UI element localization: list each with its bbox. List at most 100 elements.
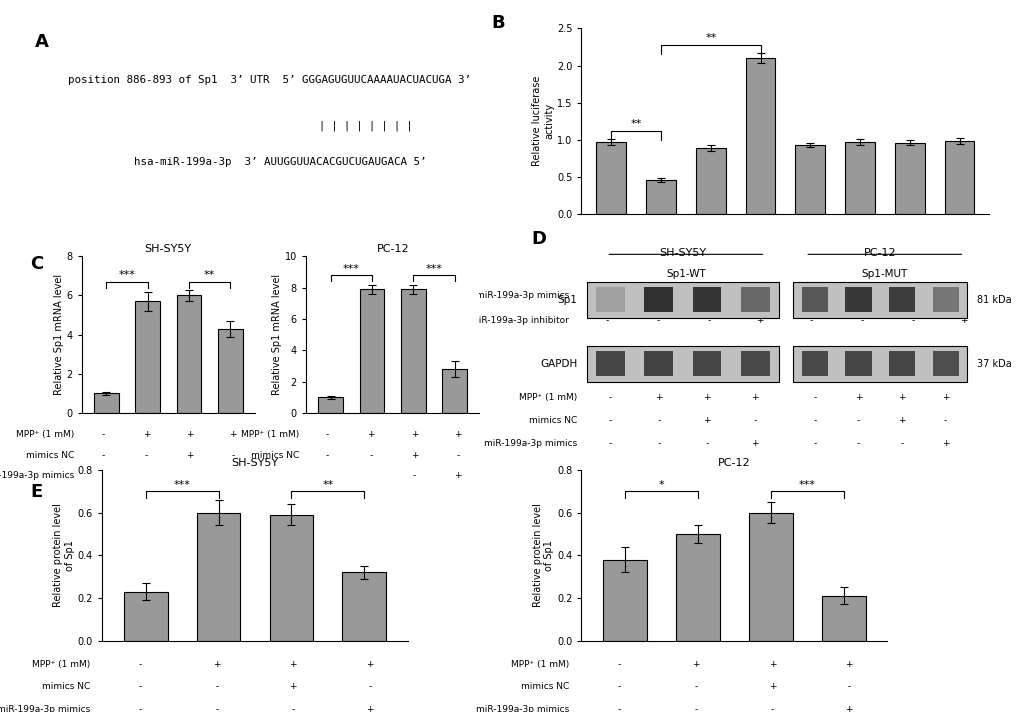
Text: -: - <box>847 682 850 691</box>
Bar <box>318 397 342 413</box>
Bar <box>676 534 719 641</box>
Bar <box>740 288 769 313</box>
Text: Sp1: Sp1 <box>557 295 577 305</box>
Text: -: - <box>856 439 859 448</box>
Bar <box>745 58 774 214</box>
Text: -: - <box>618 705 621 712</box>
Text: ***: *** <box>342 263 360 273</box>
Text: +: + <box>411 451 418 460</box>
Text: -: - <box>753 416 756 425</box>
Text: +: + <box>941 393 949 402</box>
Text: -: - <box>369 451 372 460</box>
Text: -: - <box>694 682 697 691</box>
Text: +: + <box>751 439 758 448</box>
Text: +: + <box>453 471 461 480</box>
Text: miR-199a-3p mimics: miR-199a-3p mimics <box>484 439 577 448</box>
Bar <box>645 180 676 214</box>
Text: -: - <box>215 705 218 712</box>
Text: ***: *** <box>798 480 815 490</box>
Bar <box>931 351 958 376</box>
Text: -: - <box>369 471 372 480</box>
Bar <box>94 394 118 413</box>
Text: +: + <box>186 451 194 460</box>
Text: +: + <box>654 393 662 402</box>
Text: -: - <box>139 705 142 712</box>
Title: PC-12: PC-12 <box>376 244 409 254</box>
Text: **: ** <box>630 119 641 129</box>
Bar <box>644 288 673 313</box>
Text: -: - <box>618 682 621 691</box>
Bar <box>801 288 827 313</box>
Bar <box>801 351 827 376</box>
Bar <box>586 282 779 318</box>
Text: -: - <box>757 290 761 300</box>
Text: **: ** <box>704 33 715 43</box>
Text: D: D <box>531 230 546 248</box>
Bar <box>944 141 973 214</box>
Text: -: - <box>705 439 708 448</box>
Text: -: - <box>812 416 815 425</box>
Text: +: + <box>959 316 967 325</box>
Text: -: - <box>706 290 710 300</box>
Bar <box>793 346 967 382</box>
Text: miR-199a-3p mimics: miR-199a-3p mimics <box>476 290 569 300</box>
Text: -: - <box>102 451 105 460</box>
Text: -: - <box>812 439 815 448</box>
Text: -: - <box>413 471 416 480</box>
Y-axis label: Relative Sp1 mRNA level: Relative Sp1 mRNA level <box>272 274 281 395</box>
Text: **: ** <box>204 271 215 281</box>
Text: +: + <box>941 439 949 448</box>
Text: | | | | | | | |: | | | | | | | | <box>319 120 413 131</box>
Text: +: + <box>366 660 373 669</box>
Bar <box>400 289 425 413</box>
Text: +: + <box>854 393 861 402</box>
Text: miR-199a-3p mimics: miR-199a-3p mimics <box>476 705 569 712</box>
Text: +: + <box>898 393 905 402</box>
Text: +: + <box>411 430 418 439</box>
Bar <box>845 288 870 313</box>
Text: -: - <box>706 316 710 325</box>
Text: +: + <box>453 430 461 439</box>
Text: -: - <box>189 471 192 480</box>
Text: -: - <box>326 451 329 460</box>
Text: miR-199a-3p mimics: miR-199a-3p mimics <box>0 705 90 712</box>
Title: SH-SY5Y: SH-SY5Y <box>231 458 278 468</box>
Text: A: A <box>36 33 49 51</box>
Text: +: + <box>898 416 905 425</box>
Bar <box>595 351 625 376</box>
Text: +: + <box>213 660 220 669</box>
Bar <box>596 142 626 214</box>
Text: *: * <box>658 480 663 490</box>
Text: GAPDH: GAPDH <box>539 359 577 369</box>
Bar <box>136 301 160 413</box>
Text: miR-199a-3p mimics: miR-199a-3p mimics <box>0 471 74 480</box>
Bar <box>931 288 958 313</box>
Y-axis label: Relative protein level
of Sp1: Relative protein level of Sp1 <box>53 503 74 607</box>
Text: +: + <box>289 660 297 669</box>
Bar <box>845 351 870 376</box>
Text: mimics NC: mimics NC <box>26 451 74 460</box>
Text: SH-SY5Y: SH-SY5Y <box>658 248 706 258</box>
Bar <box>845 142 874 214</box>
Bar <box>692 351 720 376</box>
Bar <box>123 592 167 641</box>
Text: -: - <box>102 430 105 439</box>
Text: mimics NC: mimics NC <box>529 416 577 425</box>
Text: +: + <box>751 393 758 402</box>
Text: MPP⁺ (1 mM): MPP⁺ (1 mM) <box>511 660 569 669</box>
Text: -: - <box>856 416 859 425</box>
Text: -: - <box>368 682 371 691</box>
Text: +: + <box>857 290 865 300</box>
Bar <box>595 288 625 313</box>
Text: -: - <box>145 471 148 480</box>
Bar <box>889 288 914 313</box>
Text: +: + <box>143 430 150 439</box>
Text: -: - <box>102 471 105 480</box>
Text: MPP⁺ (1 mM): MPP⁺ (1 mM) <box>240 430 299 439</box>
Text: MPP⁺ (1 mM): MPP⁺ (1 mM) <box>16 430 74 439</box>
Text: -: - <box>656 439 659 448</box>
Text: -: - <box>231 451 234 460</box>
Text: ***: *** <box>173 480 191 490</box>
Text: -: - <box>455 451 459 460</box>
Text: -: - <box>910 316 914 325</box>
